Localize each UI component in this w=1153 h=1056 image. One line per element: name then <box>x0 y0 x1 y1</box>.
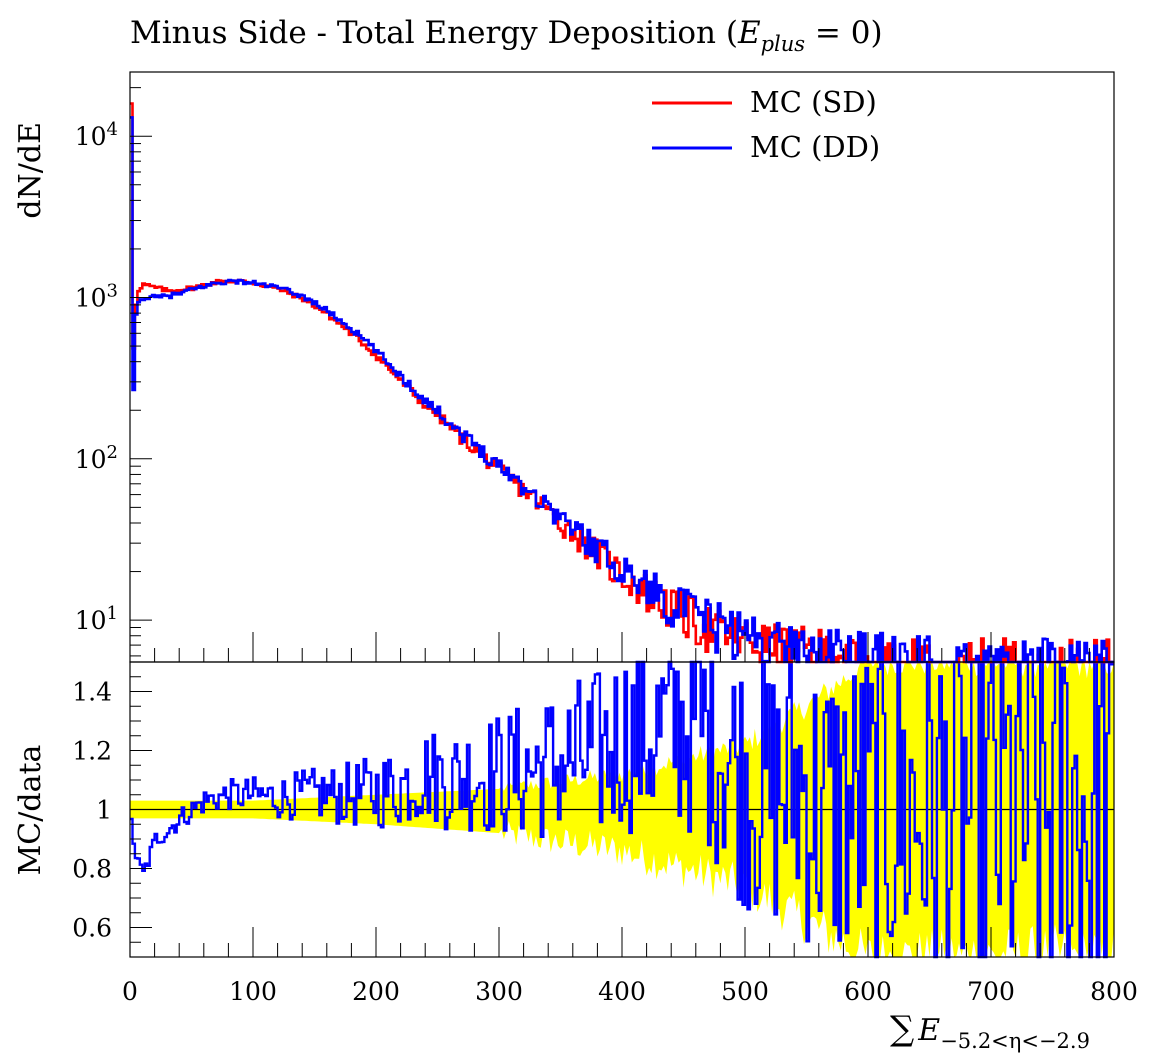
svg-text:Minus Side - Total Energy Depo: Minus Side - Total Energy Deposition (Ep… <box>130 15 883 56</box>
main-y-tick-label: 102 <box>75 442 118 474</box>
ratio-y-tick-label: 1 <box>96 796 112 825</box>
ratio-y-tick-label: 1.4 <box>72 678 112 707</box>
ratio-y-tick-label: 0.6 <box>72 914 112 943</box>
ratio-panel <box>130 660 1114 959</box>
sum-symbol: ∑ <box>890 1009 914 1049</box>
chart-title: Minus Side - Total Energy Deposition (Ep… <box>130 15 883 56</box>
x-tick-label: 400 <box>598 977 646 1006</box>
title-sub: plus <box>761 32 806 56</box>
xlabel-e: E <box>917 1013 940 1048</box>
ratio-y-axis-label: MC/data <box>13 744 48 875</box>
legend-label-dd: MC (DD) <box>750 130 880 164</box>
x-tick-label: 100 <box>229 977 277 1006</box>
ratio-y-tick-label: 1.2 <box>72 737 112 766</box>
x-tick-label: 600 <box>844 977 892 1006</box>
x-axis-label: ∑ E−5.2<η<−2.9 <box>890 1009 1090 1053</box>
series-mc-dd <box>130 116 1114 664</box>
legend-label-sd: MC (SD) <box>750 85 877 119</box>
main-y-axis-label: dN/dE <box>13 122 48 219</box>
x-tick-label: 0 <box>122 977 138 1006</box>
x-tick-label: 200 <box>352 977 400 1006</box>
xlabel-sub: −5.2<η<−2.9 <box>940 1029 1090 1053</box>
main-y-tick-label: 103 <box>75 281 118 313</box>
main-frame <box>129 71 1115 663</box>
ratio-y-tick-label: 0.8 <box>72 855 112 884</box>
title-main: Minus Side - Total Energy Deposition ( <box>130 15 738 51</box>
ratio-series-dd <box>130 660 1114 959</box>
svg-text:∑E−5.2<η<−2.9: ∑ E−5.2<η<−2.9 <box>890 1009 1090 1053</box>
x-tick-label: 500 <box>721 977 769 1006</box>
main-y-tick-label: 104 <box>75 119 118 151</box>
main-panel <box>130 102 1114 664</box>
title-tail: = 0) <box>805 15 883 51</box>
main-y-tick-label: 101 <box>75 603 118 635</box>
x-tick-label: 700 <box>967 977 1015 1006</box>
x-tick-label: 300 <box>475 977 523 1006</box>
x-tick-label: 800 <box>1090 977 1138 1006</box>
legend: MC (SD) MC (DD) <box>652 85 880 164</box>
axes: 0 100 200 300 400 500 600 700 800 101 102 103 104 0.6… <box>72 87 1138 1006</box>
title-e: E <box>737 15 761 51</box>
